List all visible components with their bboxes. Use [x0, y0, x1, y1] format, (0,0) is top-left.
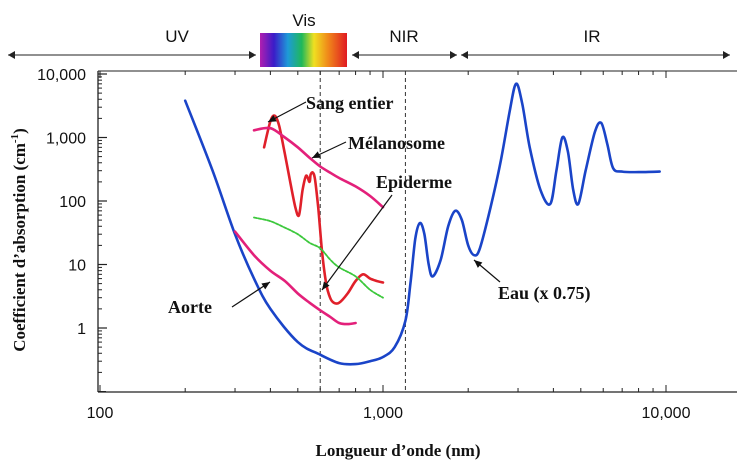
y-axis-title-main: Coefficient d’absorption (cm	[10, 143, 29, 352]
band-label-uv: UV	[165, 27, 189, 46]
band-label-nir: NIR	[389, 27, 418, 46]
series-sang-entier	[262, 114, 385, 305]
y-tick-label: 100	[59, 194, 86, 211]
annotation-arrowhead	[268, 115, 277, 122]
band-arrow-uv	[8, 51, 256, 59]
annotation-arrowhead	[322, 281, 330, 290]
annotation-label: Epiderme	[376, 172, 452, 192]
band-arrow-ir	[461, 51, 730, 59]
spectral-band-header: UV Vis NIR IR	[8, 11, 730, 67]
y-tick-label: 10,000	[37, 67, 86, 84]
x-tick-label: 10,000	[642, 405, 691, 422]
annotation-arrowhead	[261, 282, 270, 290]
series-melanosome	[252, 126, 385, 209]
annotation-label: Mélanosome	[348, 133, 445, 153]
annotation-label: Aorte	[168, 297, 212, 317]
plot-frame	[97, 70, 737, 393]
annotation-label: Sang entier	[306, 93, 394, 113]
y-tick-label: 1	[77, 321, 86, 338]
annotation-eau: Eau (x 0.75)	[473, 259, 591, 304]
annotation-label: Eau (x 0.75)	[498, 283, 591, 304]
y-axis-title: Coefficient d’absorption (cm-1)	[9, 128, 29, 352]
series-eau	[183, 82, 661, 366]
band-arrow-nir	[352, 51, 457, 59]
y-tick-label: 10	[68, 258, 86, 275]
band-label-vis: Vis	[292, 11, 315, 30]
annotation-aorte: Aorte	[168, 281, 271, 317]
annotation-arrowhead	[474, 260, 483, 268]
annotation-epiderme: Epiderme	[321, 172, 452, 291]
series-group	[183, 82, 661, 366]
divider-lines	[319, 71, 406, 392]
annotations: Sang entier Mélanosome Epiderme Aorte Eau (x…	[168, 93, 591, 317]
series-aorte	[233, 230, 357, 326]
y-axis-title-end: )	[10, 128, 29, 134]
annotation-melanosome: Mélanosome	[311, 133, 445, 159]
y-axis-title-superscript: -1	[9, 134, 21, 143]
y-tick-label: 1,000	[46, 131, 86, 148]
annotation-arrowhead	[312, 151, 321, 158]
annotation-sang-entier: Sang entier	[267, 93, 394, 123]
x-tick-label: 1,000	[363, 405, 403, 422]
y-axis-ticks: 1 10 100 1,000 10,000	[37, 67, 107, 392]
band-label-ir: IR	[584, 27, 601, 46]
annotation-arrow	[321, 194, 393, 291]
series-epiderme	[253, 216, 384, 299]
x-tick-label: 100	[87, 405, 114, 422]
x-axis-title: Longueur d’onde (nm)	[316, 441, 481, 460]
visible-spectrum-bar	[260, 33, 347, 67]
x-axis-ticks: 100 1,000 10,000	[87, 71, 691, 422]
